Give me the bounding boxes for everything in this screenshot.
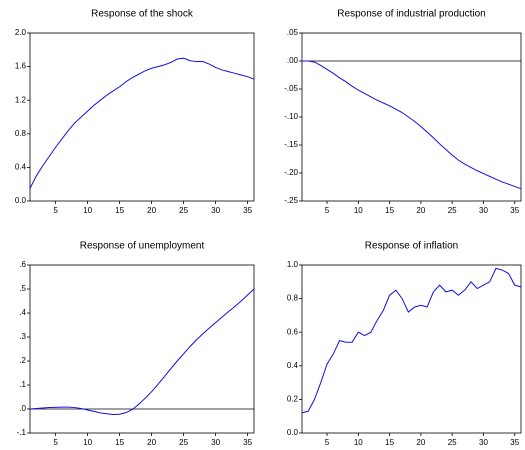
x-tick-label: 20: [416, 206, 425, 215]
x-tick-label: 30: [211, 438, 220, 447]
y-tick-label: 0.4: [287, 361, 299, 370]
x-tick-label: 5: [53, 438, 58, 447]
x-tick-label: 5: [325, 206, 330, 215]
x-tick-label: 35: [510, 206, 519, 215]
x-tick-label: 30: [479, 206, 488, 215]
y-tick-label: 0.8: [15, 129, 27, 138]
y-tick-label: 0.8: [287, 294, 299, 303]
x-tick-label: 15: [115, 206, 124, 215]
y-tick-label: -.10: [284, 112, 298, 121]
x-tick-label: 10: [83, 206, 92, 215]
x-tick-label: 20: [147, 438, 156, 447]
y-tick-label: 0.0: [287, 428, 299, 437]
x-tick-label: 15: [115, 438, 124, 447]
y-tick-label: -.1: [17, 428, 27, 437]
response-line: [29, 288, 255, 416]
response-line: [301, 267, 522, 414]
y-tick-label: .00: [287, 56, 299, 65]
y-tick-label: 1.6: [15, 62, 27, 71]
y-tick-label: .6: [19, 260, 26, 269]
y-tick-label: -.25: [284, 196, 298, 205]
y-tick-label: 1.2: [15, 95, 27, 104]
plot-frame: [29, 32, 255, 202]
plot-frame: [301, 264, 522, 434]
y-tick-label: 0.0: [15, 196, 27, 205]
y-tick-label: .4: [19, 308, 26, 317]
x-tick-label: 20: [147, 206, 156, 215]
y-tick-label: 0.6: [287, 327, 299, 336]
x-tick-label: 20: [416, 438, 425, 447]
x-tick-label: 15: [385, 438, 394, 447]
chart-title: Response of industrial production: [337, 9, 485, 20]
y-tick-label: .1: [19, 380, 26, 389]
x-tick-label: 5: [325, 438, 330, 447]
response-line: [302, 60, 522, 190]
y-tick-label: 1.0: [287, 260, 299, 269]
plot-frame: [29, 264, 255, 434]
y-tick-label: -.15: [284, 140, 298, 149]
y-tick-label: 0.4: [15, 163, 27, 172]
x-tick-label: 25: [179, 206, 188, 215]
x-tick-label: 10: [354, 206, 363, 215]
x-tick-label: 10: [354, 438, 363, 447]
x-tick-label: 30: [211, 206, 220, 215]
x-tick-label: 5: [53, 206, 58, 215]
x-tick-label: 30: [479, 438, 488, 447]
x-tick-label: 35: [510, 438, 519, 447]
x-tick-label: 35: [243, 438, 252, 447]
y-tick-label: .3: [19, 332, 26, 341]
y-tick-label: 0.2: [287, 395, 299, 404]
y-tick-label: .5: [19, 284, 26, 293]
x-tick-label: 15: [385, 206, 394, 215]
y-tick-label: -.05: [284, 84, 298, 93]
y-tick-label: 2.0: [15, 28, 27, 37]
chart-title: Response of inflation: [365, 241, 458, 252]
chart-title: Response of unemployment: [80, 241, 205, 252]
y-tick-label: .0: [19, 404, 26, 413]
x-tick-label: 25: [448, 438, 457, 447]
y-tick-label: .2: [19, 356, 26, 365]
y-tick-label: .05: [287, 28, 299, 37]
response-line: [29, 57, 255, 189]
x-tick-label: 10: [83, 438, 92, 447]
x-tick-label: 25: [448, 206, 457, 215]
y-tick-label: -.20: [284, 168, 298, 177]
x-tick-label: 35: [243, 206, 252, 215]
chart-title: Response of the shock: [91, 9, 194, 20]
x-tick-label: 25: [179, 438, 188, 447]
